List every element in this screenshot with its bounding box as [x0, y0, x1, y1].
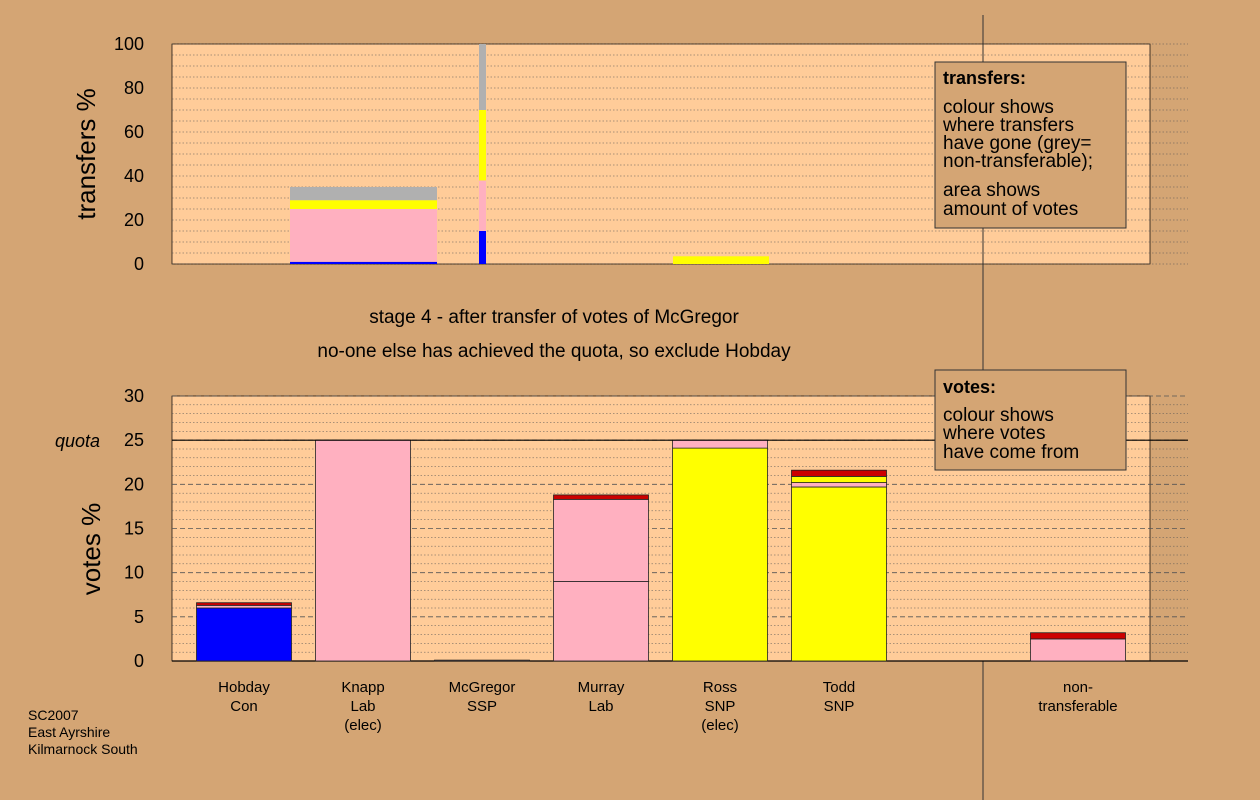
y-tick-label: 60 — [124, 122, 144, 142]
category-label: SNP — [824, 698, 855, 715]
transfer-segment-hobday — [290, 209, 437, 262]
exclusion-caption: no-one else has achieved the quota, so e… — [317, 341, 791, 362]
transfers-legend-line: colour shows — [943, 97, 1054, 118]
transfer-segment-hobday — [290, 187, 437, 201]
transfer-segment-hobday — [290, 200, 437, 209]
y-tick-label: 30 — [124, 386, 144, 406]
y-tick-label: 5 — [134, 607, 144, 627]
votes-legend-line: where votes — [942, 423, 1045, 444]
category-label: (elec) — [701, 717, 739, 734]
transfer-segment-ross — [673, 256, 769, 264]
vote-segment — [196, 602, 292, 606]
transfers-legend-title: transfers: — [943, 68, 1026, 88]
transfer-segment-murray — [479, 110, 486, 181]
vote-segment — [1030, 638, 1126, 662]
transfer-segment-hobday — [290, 261, 437, 264]
transfers-legend-line: area shows — [943, 180, 1040, 201]
vote-segment — [791, 486, 887, 662]
category-label: (elec) — [344, 717, 382, 734]
y-tick-label: 10 — [124, 563, 144, 583]
transfer-segment-murray — [479, 180, 486, 231]
source-line: SC2007 — [28, 707, 79, 723]
category-label: Todd — [823, 679, 856, 696]
category-label: Lab — [588, 698, 613, 715]
vote-segment — [196, 607, 292, 662]
votes-bars — [172, 439, 1188, 662]
y-tick-label: 80 — [124, 78, 144, 98]
category-label: Con — [230, 698, 258, 715]
transfers-legend-line: have gone (grey= — [943, 133, 1091, 154]
category-label: Knapp — [341, 679, 384, 696]
transfer-segment-murray — [479, 44, 486, 110]
y-tick-label: 15 — [124, 519, 144, 539]
y-tick-label: 20 — [124, 210, 144, 230]
vote-segment — [791, 469, 887, 477]
votes-legend-line: colour shows — [943, 405, 1054, 426]
votes-legend-line: have come from — [943, 442, 1079, 463]
vote-segment — [553, 581, 649, 662]
vote-segment — [434, 659, 530, 662]
y-tick-label: 0 — [134, 651, 144, 671]
category-label: Hobday — [218, 679, 270, 696]
category-label: Lab — [350, 698, 375, 715]
category-label: SSP — [467, 698, 497, 715]
stage-caption: stage 4 - after transfer of votes of McG… — [369, 307, 739, 328]
category-label: non- — [1063, 679, 1093, 696]
vote-segment — [672, 439, 768, 449]
vote-segment — [553, 498, 649, 582]
vote-segment — [553, 494, 649, 500]
transfers-bars — [290, 44, 769, 264]
vote-segment — [672, 447, 768, 662]
votes-legend-title: votes: — [943, 377, 996, 397]
transfers-legend-line: non-transferable); — [943, 151, 1093, 172]
y-tick-label: 40 — [124, 166, 144, 186]
vote-segment — [315, 439, 411, 662]
source-line: East Ayrshire — [28, 724, 110, 740]
vote-segment — [791, 475, 887, 483]
transfers-y-ticks: 0 20 40 60 80 100 — [114, 34, 144, 274]
quota-label: quota — [55, 431, 100, 451]
y-tick-label: 0 — [134, 254, 144, 274]
y-tick-label: 100 — [114, 34, 144, 54]
transfers-legend-line: where transfers — [942, 115, 1074, 136]
source-line: Kilmarnock South — [28, 741, 138, 757]
votes-category-labels: Hobday Con Knapp Lab (elec) McGregor SSP Murray… — [218, 679, 1117, 734]
votes-y-axis-label: votes % — [76, 503, 106, 596]
y-tick-label: 20 — [124, 474, 144, 494]
y-tick-label: 25 — [124, 430, 144, 450]
transfers-y-axis-label: transfers % — [71, 88, 101, 220]
category-label: McGregor — [449, 679, 516, 696]
category-label: transferable — [1038, 698, 1117, 715]
transfer-segment-murray — [479, 231, 486, 264]
transfers-legend-box: transfers: colour shows where transfers … — [934, 61, 1127, 229]
votes-y-ticks: 0 5 10 15 20 25 30 — [124, 386, 144, 671]
category-label: SNP — [705, 698, 736, 715]
category-label: Murray — [578, 679, 625, 696]
category-label: Ross — [703, 679, 737, 696]
vote-segment — [791, 482, 887, 488]
transfers-legend-line: amount of votes — [943, 199, 1078, 220]
votes-legend-box: votes: colour shows where votes have com… — [934, 369, 1127, 471]
vote-segment — [1030, 632, 1126, 640]
